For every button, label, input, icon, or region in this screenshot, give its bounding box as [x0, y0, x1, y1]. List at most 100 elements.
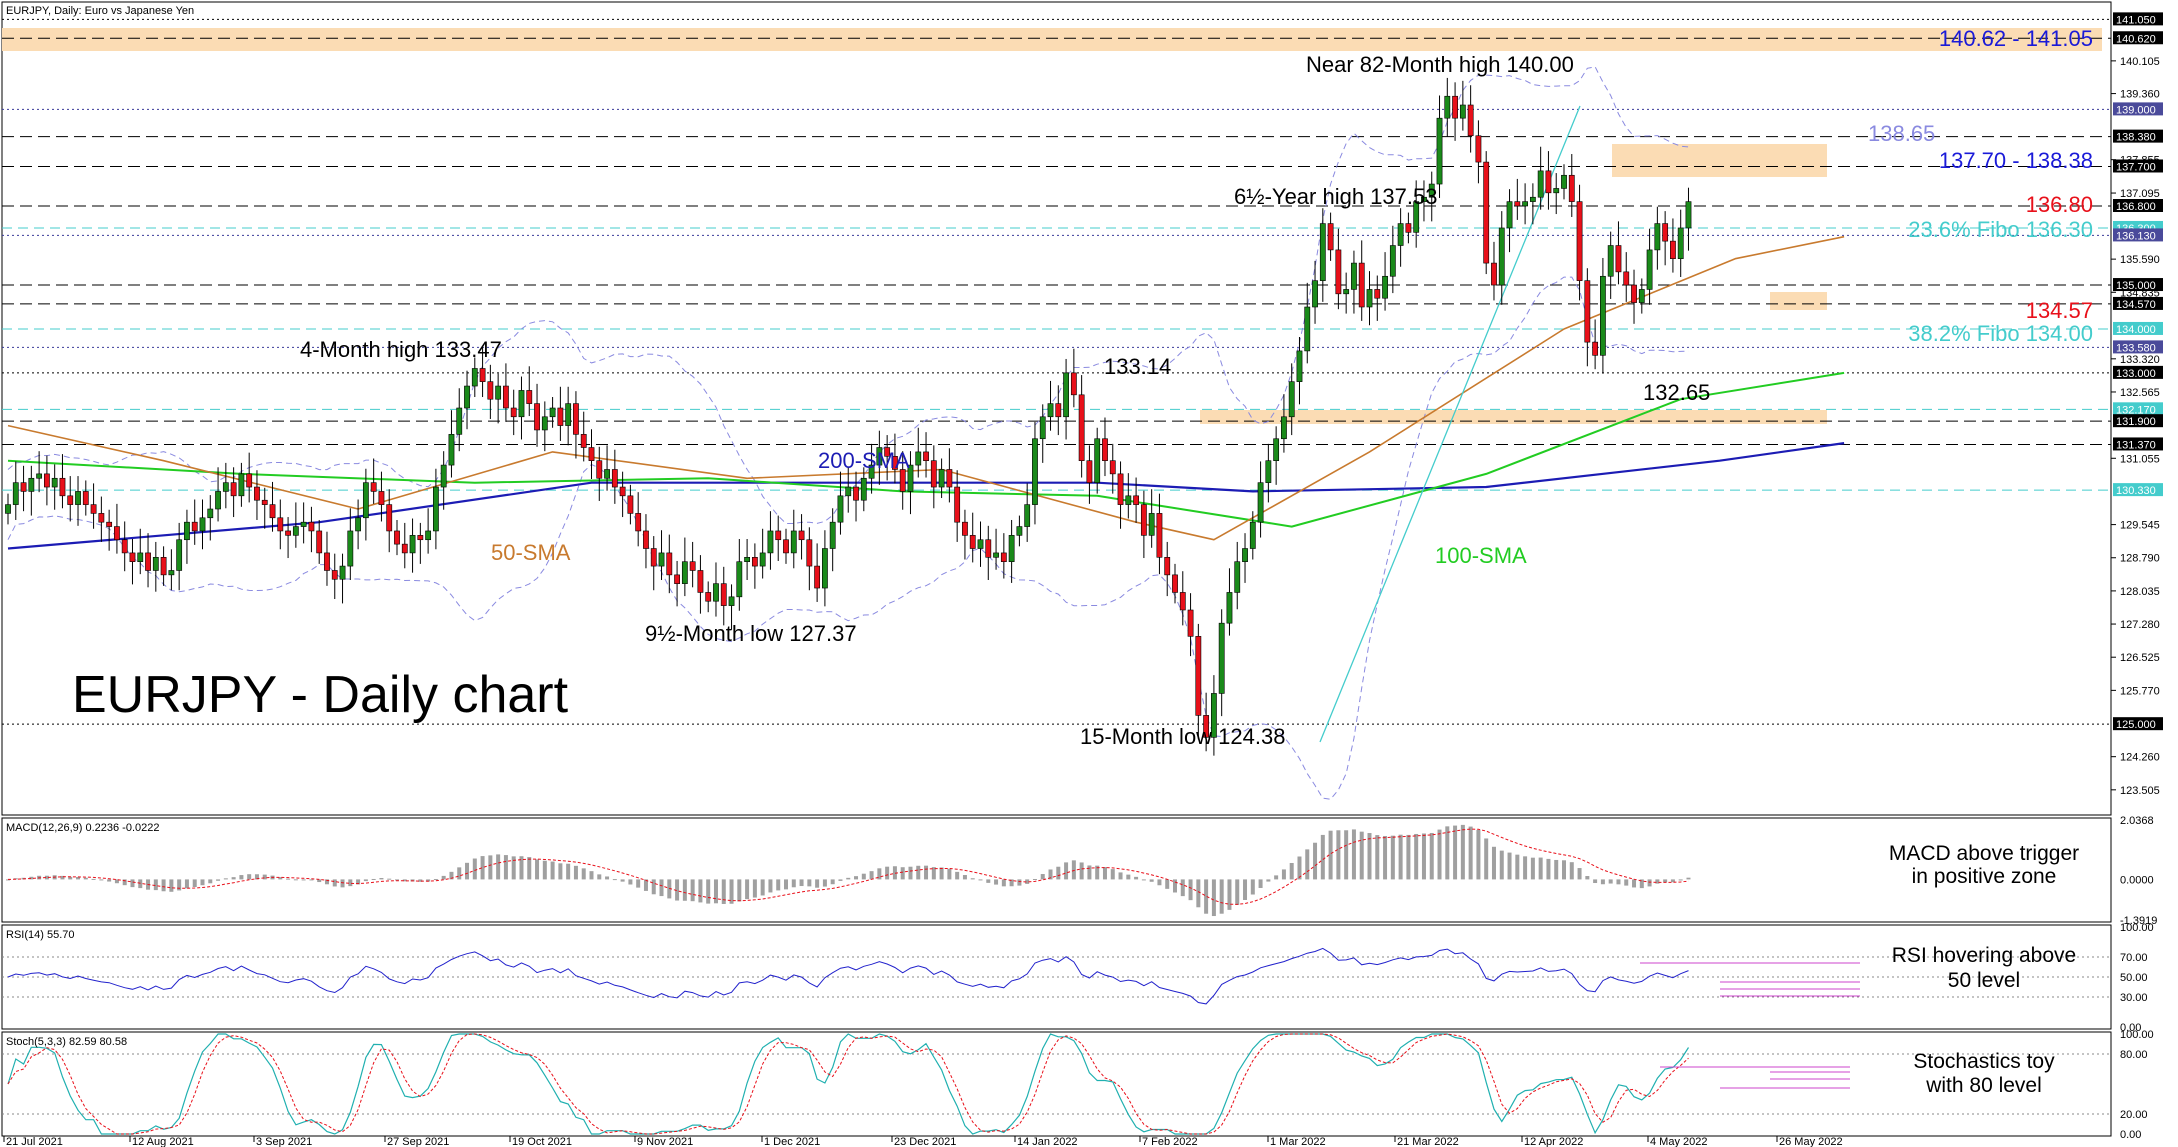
bearish-candle [417, 535, 424, 541]
stoch-tick-label: 20.00 [2120, 1109, 2148, 1121]
price-level-label: 136.130 [2116, 230, 2156, 242]
bullish-candle [1265, 460, 1272, 483]
macd-bar [573, 865, 578, 880]
macd-bar [768, 879, 773, 893]
macd-bar [301, 879, 306, 881]
price-level-box [2113, 12, 2163, 26]
bullish-candle [1296, 350, 1303, 382]
macd-bar [192, 879, 197, 888]
macd-bar [1359, 831, 1364, 880]
macd-bar [1515, 854, 1520, 880]
price-level-box [2113, 199, 2163, 212]
macd-bar [581, 868, 586, 880]
bullish-candle [868, 464, 875, 479]
time-tick-label: 9 Nov 2021 [637, 1136, 693, 1147]
macd-bar [659, 879, 664, 897]
bearish-candle [479, 368, 486, 382]
bullish-candle [222, 482, 229, 492]
macd-bar [1336, 830, 1341, 880]
bullish-candle [1646, 249, 1653, 290]
price-tick-label: 125.770 [2120, 685, 2160, 697]
macd-bar [1562, 860, 1566, 880]
bearish-candle [254, 486, 260, 501]
time-tick-label: 27 Sep 2021 [387, 1136, 449, 1147]
macd-bar [1025, 879, 1030, 884]
bullish-candle [728, 596, 735, 606]
bearish-candle [751, 557, 758, 567]
stochastic-indicator: 100.00 80.00 20.00 0.00 [2, 1029, 2154, 1141]
bullish-candle [464, 385, 470, 409]
macd-bar [1390, 835, 1395, 880]
stoch-panel-frame [1, 1031, 2112, 1137]
bullish-candle [36, 473, 43, 479]
macd-bar [286, 878, 291, 880]
bearish-candle [1327, 223, 1334, 251]
bearish-candle [853, 486, 859, 501]
macd-bar [356, 879, 361, 885]
macd-bar [605, 876, 610, 880]
bullish-candle [713, 583, 719, 602]
price-level-label: 134.000 [2116, 324, 2156, 336]
label-50-sma: 50-SMA [491, 540, 571, 565]
bullish-candle [1389, 245, 1396, 277]
macd-bar [1180, 879, 1185, 897]
macd-bar [278, 877, 283, 880]
bullish-candle [495, 385, 502, 400]
macd-bar [1071, 860, 1076, 880]
price-level-label: 137.700 [2116, 161, 2156, 173]
macd-bar [1414, 833, 1419, 880]
bearish-candle [1102, 438, 1108, 461]
bullish-candle [1094, 438, 1101, 483]
bearish-candle [697, 570, 704, 593]
bullish-candle [51, 477, 58, 488]
macd-comment-line-2: in positive zone [1912, 865, 2057, 888]
macd-bar [465, 862, 470, 880]
macd-bar [924, 865, 929, 880]
time-tick-label: 19 Oct 2021 [512, 1136, 572, 1147]
bearish-candle [1117, 473, 1124, 505]
bearish-candle [98, 513, 105, 523]
bullish-candle [1234, 561, 1241, 593]
zone-140-141 [2, 28, 2102, 51]
macd-bar [1095, 865, 1100, 880]
bearish-candle [1179, 592, 1186, 611]
bearish-candle [90, 504, 97, 514]
zone-131-132 [1200, 410, 1827, 424]
macd-bar [690, 879, 695, 902]
price-level-box [2113, 129, 2163, 143]
macd-bar [169, 879, 174, 892]
stoch-comment-line-1: Stochastics toy [1913, 1050, 2055, 1073]
price-level-label: 141.050 [2116, 14, 2156, 26]
time-tick-label: 12 Apr 2022 [1524, 1136, 1583, 1147]
bullish-candle [432, 486, 439, 532]
bullish-candle [471, 368, 478, 387]
macd-bar [1678, 879, 1683, 881]
macd-bar [939, 867, 944, 880]
macd-bar [239, 875, 244, 880]
macd-bar [1297, 856, 1302, 880]
macd-bar [1421, 833, 1426, 880]
bearish-candle [674, 574, 680, 584]
macd-bar [869, 871, 874, 880]
macd-bar [838, 879, 843, 881]
price-level-box [2113, 414, 2163, 428]
bearish-candle [1576, 201, 1583, 281]
macd-bar [597, 874, 602, 880]
bullish-candle [993, 552, 999, 558]
macd-bar [1367, 833, 1372, 880]
macd-bar [1624, 879, 1629, 886]
bearish-candle [1172, 574, 1178, 593]
macd-bar [1577, 868, 1582, 880]
bullish-candle [604, 469, 610, 479]
macd-bar [628, 879, 633, 885]
bearish-candle [946, 469, 953, 488]
price-level-label: 133.580 [2116, 342, 2156, 354]
bearish-candle [962, 521, 968, 536]
price-level-box [2113, 321, 2163, 335]
macd-bar [1281, 869, 1286, 880]
bullish-candle [347, 530, 354, 567]
macd-bar [1126, 874, 1131, 880]
macd-bar [1608, 879, 1613, 884]
macd-bar [791, 879, 796, 888]
bullish-candle [409, 535, 416, 554]
